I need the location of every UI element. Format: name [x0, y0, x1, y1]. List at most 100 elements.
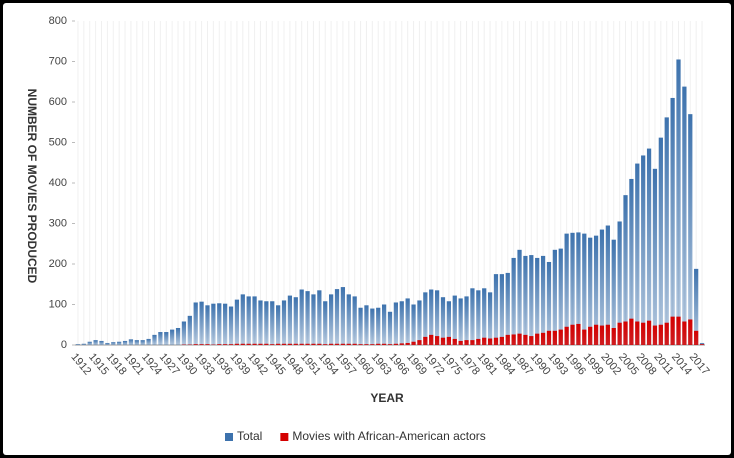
- bar: [593, 324, 599, 345]
- chart: YEAR NUMBER OF MOVIES PRODUCED 0 100 200 30…: [25, 15, 712, 443]
- legend-swatch: [225, 433, 233, 441]
- bar: [134, 340, 139, 345]
- bar: [529, 336, 534, 345]
- bar: [452, 295, 457, 345]
- bar: [223, 344, 228, 345]
- bar: [635, 321, 640, 345]
- bar: [635, 163, 640, 345]
- bar: [411, 341, 416, 345]
- y-tick-label: 500: [49, 136, 67, 148]
- bar: [482, 337, 487, 345]
- bar: [646, 148, 652, 345]
- bar: [352, 296, 357, 345]
- bar: [281, 343, 287, 345]
- bar: [446, 301, 451, 345]
- bar: [293, 297, 298, 345]
- bar: [211, 303, 216, 345]
- y-tick-label: 0: [61, 339, 67, 351]
- bar: [264, 301, 269, 345]
- bar: [499, 336, 504, 345]
- bar: [493, 337, 499, 345]
- bar: [564, 326, 569, 345]
- bar: [699, 344, 705, 345]
- y-tick-label: 200: [49, 258, 67, 270]
- bar: [458, 298, 463, 345]
- bar: [376, 343, 381, 345]
- bar: [688, 114, 693, 346]
- bar: [552, 330, 557, 345]
- bar: [593, 235, 599, 345]
- bar: [641, 322, 646, 345]
- bar: [688, 319, 693, 345]
- bar: [517, 333, 522, 345]
- bar: [75, 344, 81, 345]
- chart-frame: YEAR NUMBER OF MOVIES PRODUCED 0 100 200 30…: [3, 3, 731, 455]
- y-tick-label: 100: [49, 298, 67, 310]
- bar: [364, 344, 369, 345]
- bar: [228, 344, 234, 345]
- bar: [323, 301, 328, 345]
- bar: [652, 168, 658, 345]
- bar: [393, 302, 399, 345]
- bar: [611, 239, 616, 345]
- bar: [311, 343, 316, 345]
- bar: [676, 316, 681, 345]
- bar: [487, 292, 493, 345]
- bar: [440, 337, 446, 345]
- bar: [234, 299, 240, 345]
- bar: [623, 195, 628, 345]
- bar: [429, 289, 434, 345]
- bar: [252, 343, 257, 345]
- bar: [187, 315, 192, 345]
- bar: [641, 155, 646, 345]
- bar: [434, 290, 440, 345]
- bar: [81, 343, 86, 345]
- bar: [399, 343, 404, 345]
- bar: [317, 343, 322, 345]
- bar: [246, 343, 251, 345]
- bar: [699, 342, 705, 345]
- bar: [381, 343, 387, 345]
- bar: [629, 178, 634, 345]
- bar: [146, 338, 151, 345]
- bar: [493, 274, 499, 345]
- bar: [417, 300, 422, 345]
- bar: [605, 225, 610, 345]
- bar: [358, 344, 363, 345]
- bar: [370, 344, 375, 345]
- bar: [387, 344, 393, 345]
- bar: [417, 340, 422, 345]
- bar: [588, 237, 593, 345]
- bar: [387, 311, 393, 345]
- bar: [476, 290, 481, 345]
- bar: [511, 334, 516, 345]
- bar: [334, 289, 340, 345]
- bar: [93, 340, 98, 345]
- bar: [629, 318, 634, 345]
- bar: [399, 301, 404, 345]
- bar: [281, 300, 287, 345]
- bar: [535, 257, 540, 345]
- bar: [617, 322, 622, 345]
- bar: [470, 288, 475, 345]
- bar: [99, 340, 104, 345]
- bar: [393, 343, 399, 345]
- bar: [305, 343, 310, 345]
- bar: [523, 255, 528, 345]
- bar: [464, 340, 469, 345]
- bar: [535, 333, 540, 345]
- bar: [293, 343, 298, 345]
- bar: [552, 249, 557, 345]
- bar: [122, 340, 128, 345]
- bar: [152, 334, 157, 345]
- bar: [217, 344, 222, 345]
- bar: [223, 303, 228, 345]
- bar: [664, 322, 669, 345]
- bar: [346, 294, 351, 345]
- bar: [317, 290, 322, 345]
- bar: [588, 326, 593, 345]
- bar: [605, 324, 610, 345]
- bar: [340, 287, 346, 345]
- bar: [546, 330, 552, 345]
- bar: [599, 229, 605, 345]
